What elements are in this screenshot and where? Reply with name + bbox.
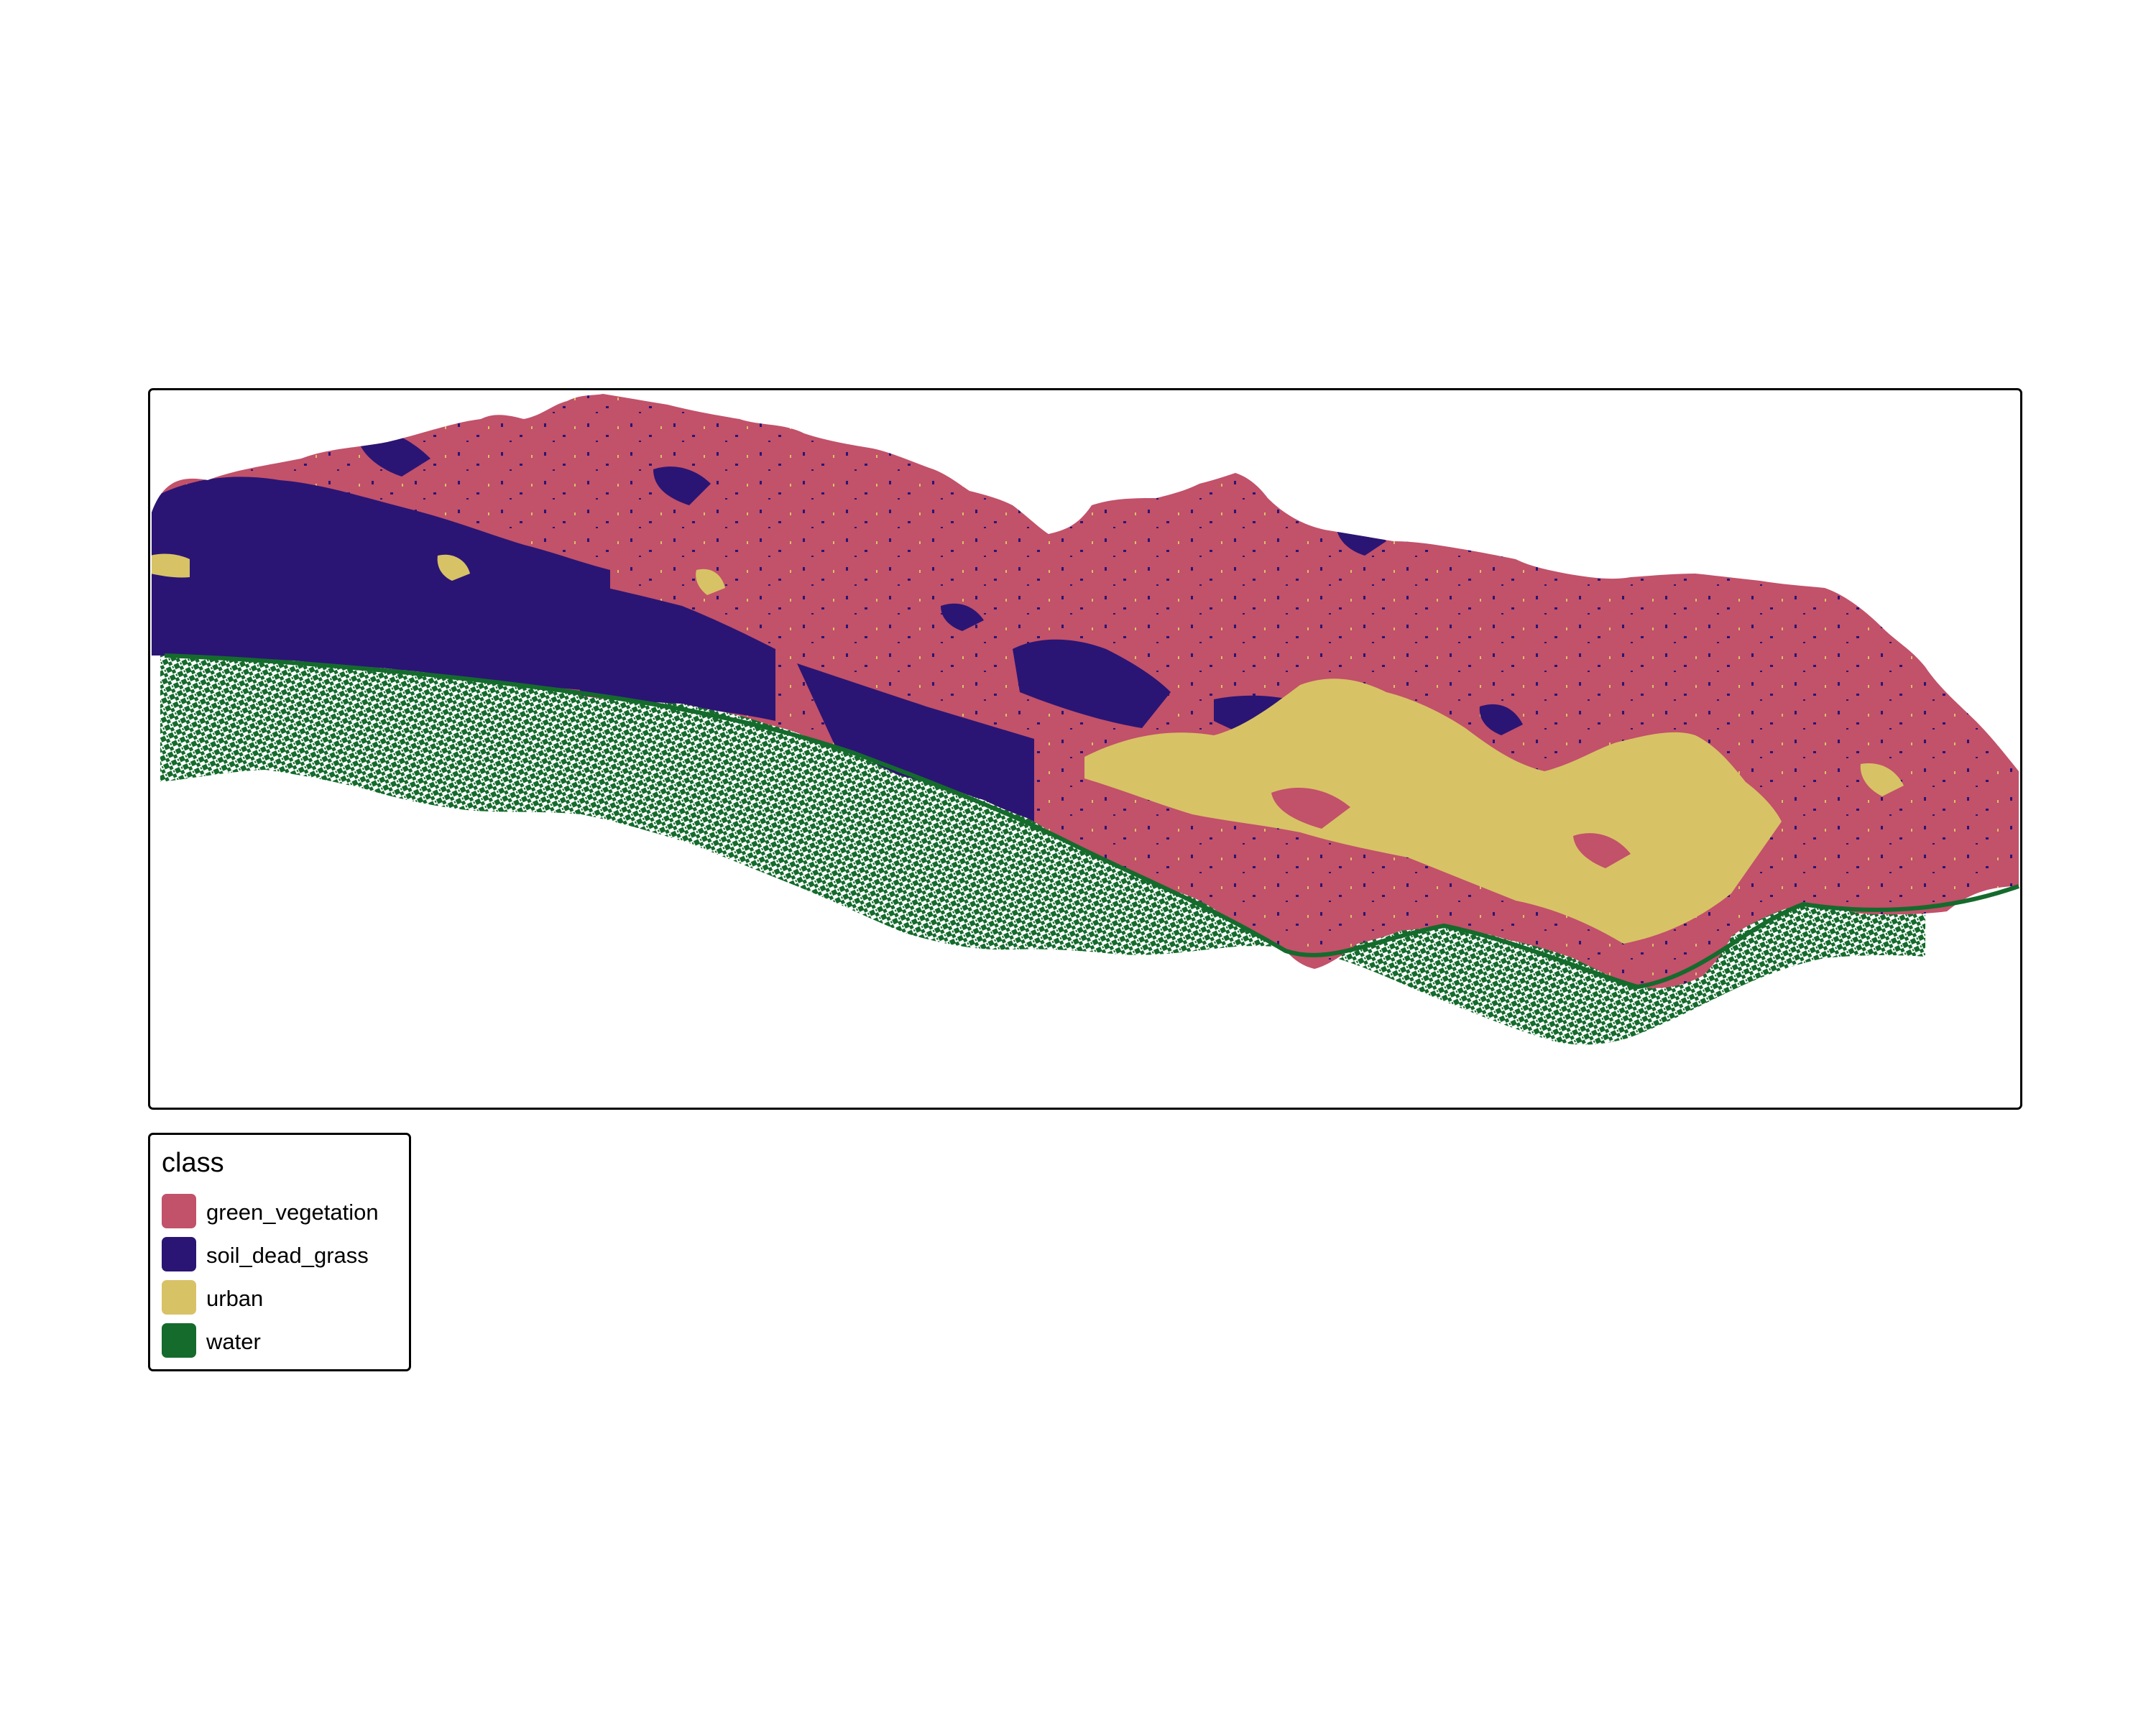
legend-title: class	[162, 1148, 224, 1178]
legend-label: water	[206, 1329, 261, 1354]
legend-item-water: water	[162, 1323, 406, 1359]
legend-swatch	[162, 1237, 196, 1271]
legend-item-green-vegetation: green_vegetation	[162, 1194, 406, 1230]
legend-swatch	[162, 1280, 196, 1315]
map-legend: class green_vegetation soil_dead_grass u…	[148, 1133, 411, 1371]
land-cover-map	[152, 394, 2019, 1045]
urban-region	[152, 553, 1904, 944]
legend-label: urban	[206, 1286, 264, 1311]
legend-label: soil_dead_grass	[206, 1243, 369, 1268]
legend-item-soil-dead-grass: soil_dead_grass	[162, 1237, 406, 1273]
legend-swatch	[162, 1323, 196, 1358]
legend-swatch	[162, 1194, 196, 1228]
coastline	[164, 653, 2019, 990]
legend-item-urban: urban	[162, 1280, 406, 1316]
legend-label: green_vegetation	[206, 1200, 379, 1225]
map-panel	[148, 388, 2022, 1110]
